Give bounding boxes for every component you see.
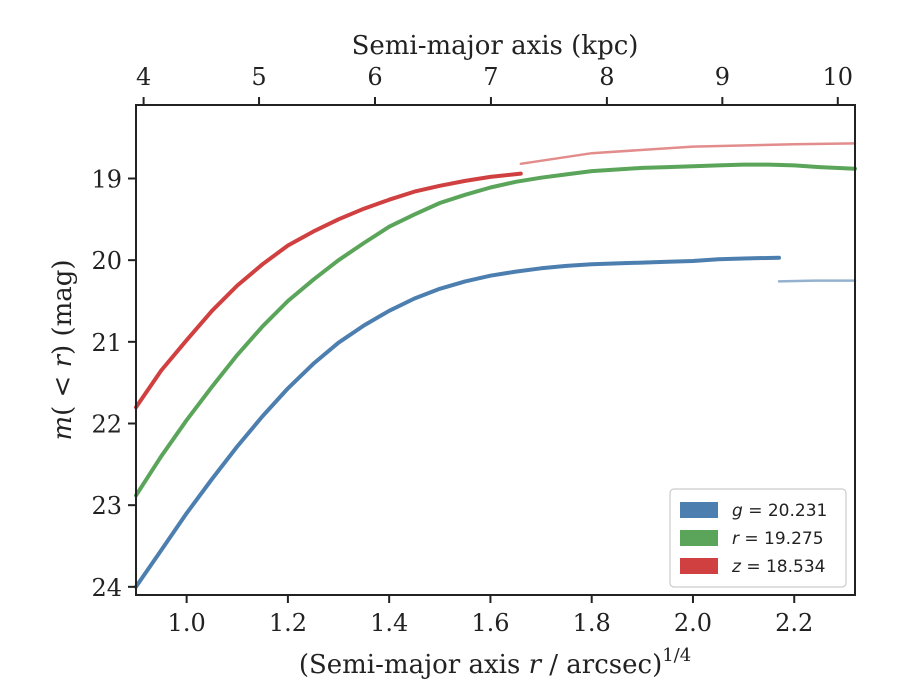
y-axis-title-close: ) (48, 345, 78, 355)
y-tick-label: 21 (91, 329, 122, 357)
legend-label-var: z (731, 557, 742, 577)
legend-label-value: = 20.231 (743, 501, 828, 521)
x-tick-label: 1.2 (269, 609, 307, 637)
top-x-tick-label: 9 (715, 63, 730, 91)
y-axis-title-paren: ( (48, 406, 78, 416)
legend-swatch-g (680, 502, 718, 518)
legend-label-var: g (732, 501, 743, 521)
legend-swatch-z (680, 558, 718, 574)
x-axis-title: (Semi-major axis r / arcsec)1/4 (299, 645, 691, 680)
x-tick-label: 2.2 (775, 609, 813, 637)
x-tick-label: 1.8 (573, 609, 611, 637)
x-axis-title-sup: 1/4 (662, 645, 691, 666)
legend-label-value: = 18.534 (741, 557, 826, 577)
legend-label-g: g = 20.231 (732, 501, 827, 521)
top-x-axis-title: Semi-major axis (kpc) (352, 31, 639, 61)
legend-swatch-r (680, 530, 718, 546)
top-x-tick-label: 4 (136, 63, 151, 91)
x-tick-label: 1.0 (168, 609, 206, 637)
top-x-tick-label: 10 (823, 63, 854, 91)
series-layer (134, 142, 857, 589)
y-axis-title-r: r (48, 353, 78, 367)
x-tick-label: 1.6 (471, 609, 509, 637)
y-axis-title-m: m (48, 416, 78, 441)
x-tick-label: 2.0 (674, 609, 712, 637)
x-axis-title-prefix: (Semi-major axis (299, 650, 529, 680)
series-g-line (134, 255, 781, 589)
top-x-tick-label: 6 (367, 63, 382, 91)
plot-frame (135, 104, 856, 596)
legend-label-r: r = 19.275 (732, 529, 824, 549)
y-tick-label: 20 (91, 247, 122, 275)
top-x-tick-label: 5 (251, 63, 266, 91)
legend-label-z: z = 18.534 (731, 557, 825, 577)
y-axis-title: m( < r) (mag) (48, 259, 78, 440)
x-tick-label: 1.4 (370, 609, 408, 637)
x-axis-title-var: r (529, 650, 543, 680)
top-x-tick-label: 7 (483, 63, 498, 91)
series-z-line (134, 171, 523, 410)
y-axis-title-lt: < (48, 367, 78, 405)
series-z-extension (519, 142, 857, 166)
x-axis-title-mid: / arcsec) (541, 650, 662, 680)
legend-label-value: = 19.275 (739, 529, 824, 549)
y-tick-label: 24 (91, 574, 122, 602)
y-tick-label: 22 (91, 411, 122, 439)
top-x-tick-label: 8 (599, 63, 614, 91)
y-tick-label: 19 (91, 166, 122, 194)
y-axis-title-unit: (mag) (48, 259, 78, 344)
series-g-extension (777, 279, 857, 283)
legend-label-var: r (732, 529, 740, 549)
ticks-layer: 1.0 1.2 1.4 1.6 1.8 2.0 2.2 19 20 21 22 23 24 4 5 6 7 8 9 1… (91, 63, 853, 637)
series-r-line (134, 162, 857, 498)
y-tick-label: 23 (91, 492, 122, 520)
